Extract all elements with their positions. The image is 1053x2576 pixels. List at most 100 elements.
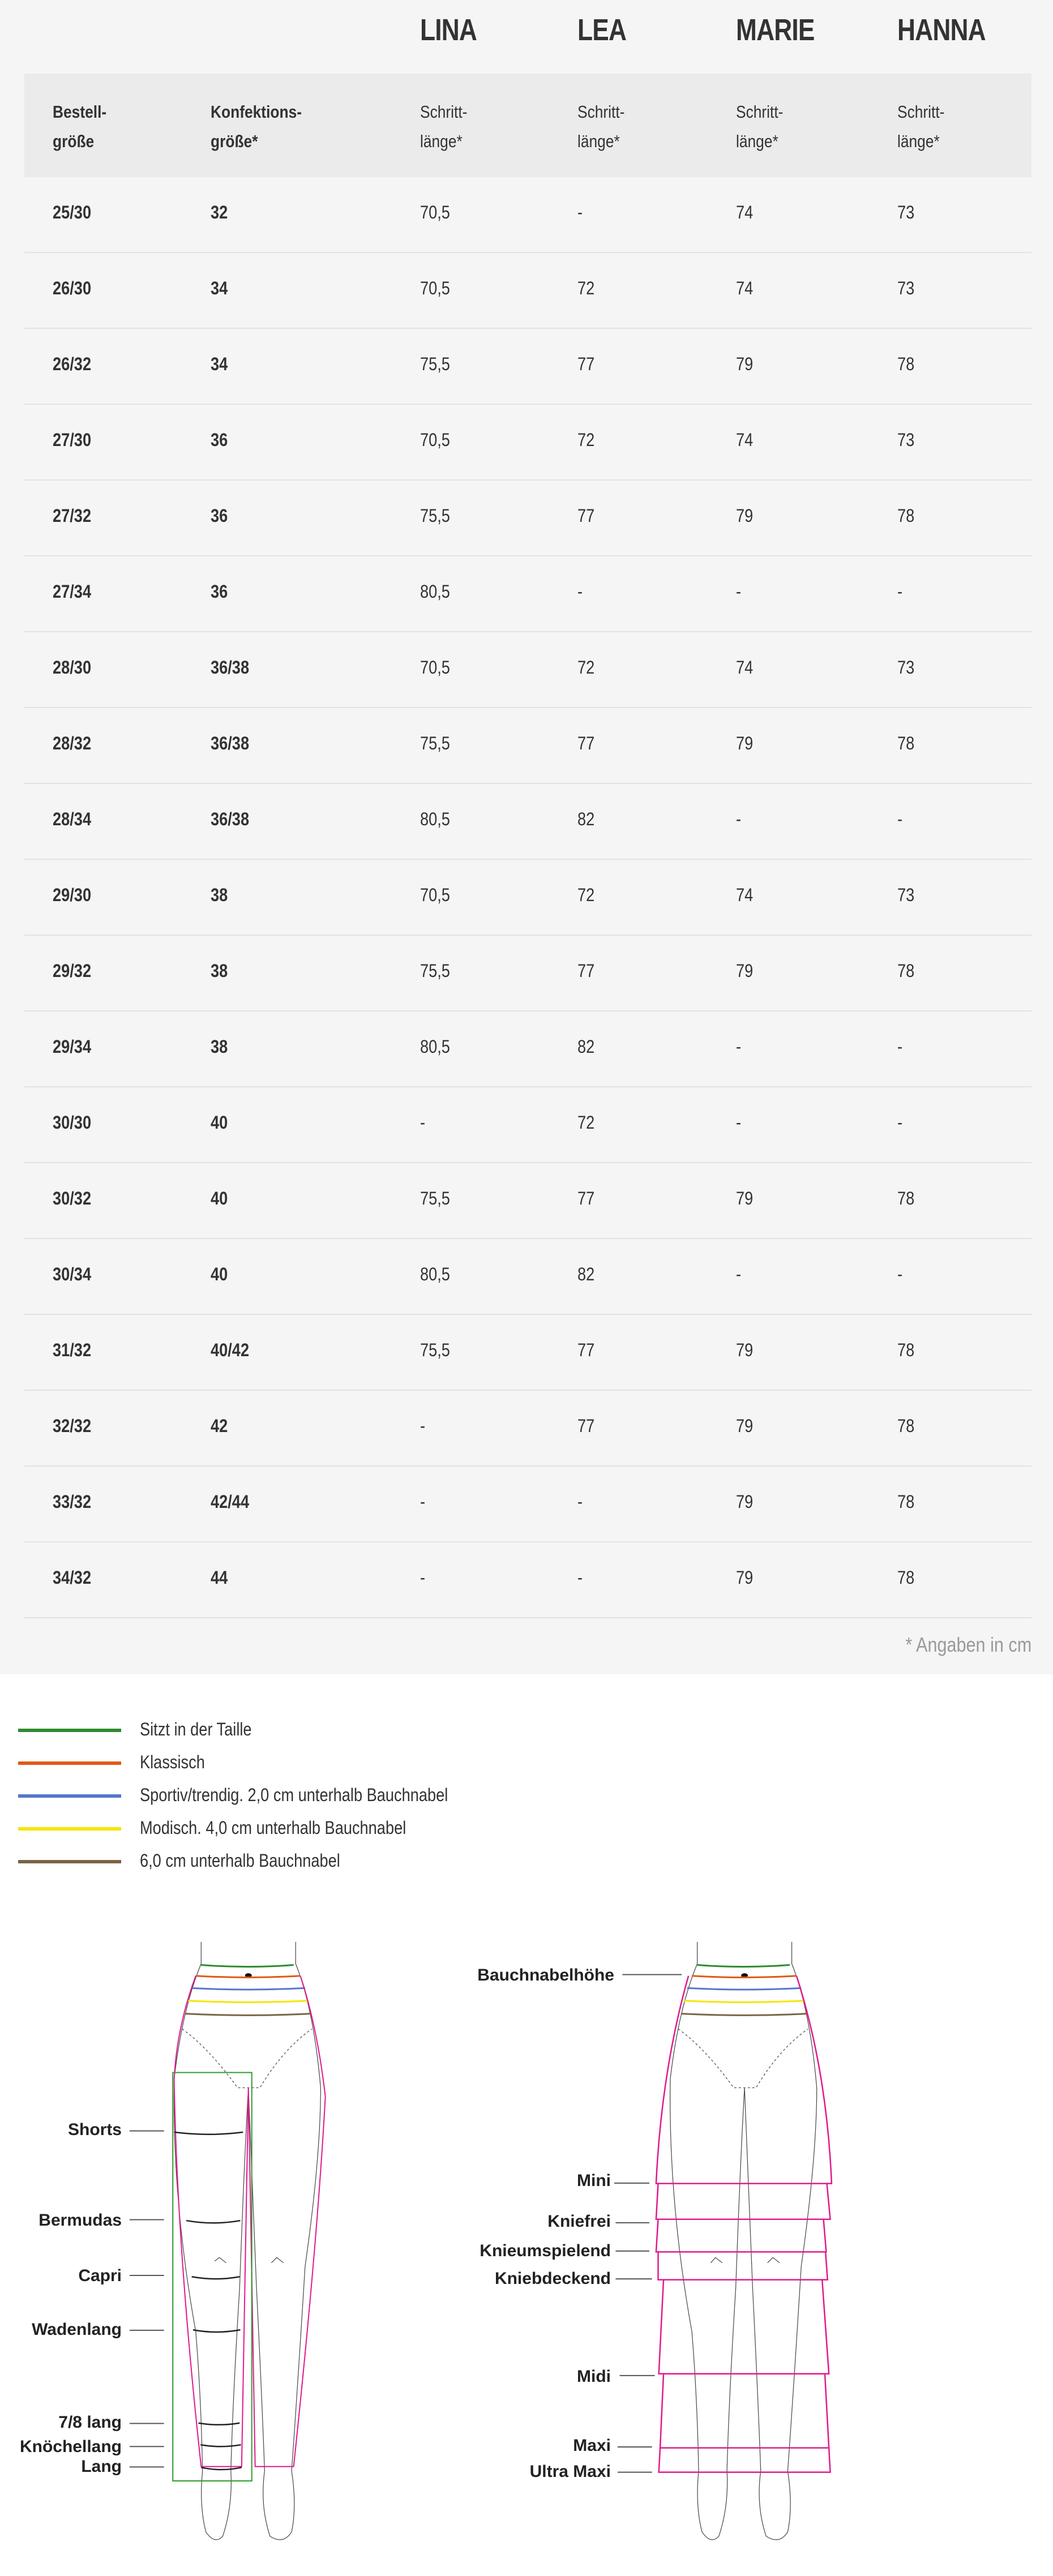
cell-hanna: 73: [897, 885, 915, 905]
cell-konfektionsgroesse: 42/44: [211, 1491, 250, 1512]
header-konfektionsgroesse: Konfektions-größe*: [211, 102, 302, 151]
cell-marie: 79: [736, 1567, 754, 1588]
cell-hanna: 78: [897, 733, 915, 753]
header-schrittlaenge-lea: Schritt-länge*: [577, 102, 625, 151]
footnote: * Angaben in cm: [905, 1633, 1031, 1656]
label-wadenlang: Wadenlang: [32, 2320, 122, 2339]
cell-marie: 79: [736, 733, 754, 753]
cell-konfektionsgroesse: 38: [211, 1036, 228, 1057]
cell-lea: 72: [577, 430, 595, 450]
cell-hanna: 78: [897, 1188, 915, 1208]
cell-marie: 74: [736, 657, 754, 678]
cell-lina: 80,5: [420, 581, 450, 602]
cell-marie: -: [736, 1036, 742, 1057]
label-lang: Lang: [81, 2457, 122, 2476]
cell-marie: 79: [736, 961, 754, 981]
size-table-section: LINA LEA MARIE HANNA Bestell-größe Konfe…: [0, 12, 1053, 1656]
cell-lea: 77: [577, 961, 595, 981]
cell-lea: 77: [577, 505, 595, 526]
table-row: 27/30 36 70,5 72 74 73: [24, 405, 1031, 481]
legend-item: Modisch. 4,0 cm unterhalb Bauchnabel: [18, 1818, 584, 1840]
cell-konfektionsgroesse: 38: [211, 961, 228, 981]
label-bermudas: Bermudas: [38, 2211, 122, 2230]
legend-swatch: [18, 1794, 121, 1798]
cell-marie: -: [736, 1264, 742, 1284]
cell-lina: 80,5: [420, 809, 450, 829]
label-kniefrei: Kniefrei: [547, 2212, 611, 2231]
table-row: 28/34 36/38 80,5 82 - -: [24, 784, 1031, 860]
cell-konfektionsgroesse: 42: [211, 1416, 228, 1436]
table-row: 29/32 38 75,5 77 79 78: [24, 936, 1031, 1011]
cell-hanna: 73: [897, 657, 915, 678]
table-header: Bestell-größe Konfektions-größe* Schritt…: [24, 74, 1031, 177]
cell-konfektionsgroesse: 36/38: [211, 809, 250, 829]
cell-hanna: 78: [897, 961, 915, 981]
cell-lina: 75,5: [420, 1340, 450, 1360]
cell-lea: -: [577, 202, 583, 222]
cell-bestellgroesse: 25/30: [53, 202, 92, 222]
header-schrittlaenge-lina: Schritt-länge*: [420, 102, 468, 151]
pants-figure: [130, 1942, 326, 2540]
model-header: LINA LEA MARIE HANNA: [0, 12, 1053, 58]
cell-lina: 70,5: [420, 430, 450, 450]
cell-marie: 79: [736, 1340, 754, 1360]
cell-konfektionsgroesse: 44: [211, 1567, 228, 1588]
cell-marie: 74: [736, 885, 754, 905]
cell-marie: -: [736, 581, 742, 602]
cell-konfektionsgroesse: 40/42: [211, 1340, 250, 1360]
header-bestellgroesse: Bestell-größe: [53, 102, 107, 151]
cell-marie: 79: [736, 1416, 754, 1436]
cell-lina: 75,5: [420, 733, 450, 753]
cell-hanna: 73: [897, 202, 915, 222]
legend-item: Sitzt in der Taille: [18, 1719, 584, 1742]
cell-lina: 70,5: [420, 278, 450, 298]
cell-hanna: -: [897, 1112, 903, 1133]
legend-swatch: [18, 1827, 121, 1831]
legend-label: 6,0 cm unterhalb Bauchnabel: [140, 1850, 340, 1871]
cell-hanna: 78: [897, 1491, 915, 1512]
cell-lina: -: [420, 1416, 426, 1436]
cell-bestellgroesse: 29/32: [53, 961, 92, 981]
cell-konfektionsgroesse: 36/38: [211, 657, 250, 678]
cell-bestellgroesse: 31/32: [53, 1340, 92, 1360]
model-lea: LEA: [577, 13, 627, 47]
legend-item: Sportiv/trendig. 2,0 cm unterhalb Bauchn…: [18, 1785, 584, 1807]
table-row: 30/32 40 75,5 77 79 78: [24, 1163, 1031, 1239]
cell-lea: 77: [577, 1188, 595, 1208]
cell-marie: 74: [736, 278, 754, 298]
table-row: 30/34 40 80,5 82 - -: [24, 1239, 1031, 1315]
legend-item: Klassisch: [18, 1752, 584, 1775]
label-maxi: Maxi: [573, 2436, 611, 2455]
legend-swatch: [18, 1761, 121, 1765]
cell-bestellgroesse: 30/32: [53, 1188, 92, 1208]
cell-lea: 77: [577, 354, 595, 374]
cell-konfektionsgroesse: 40: [211, 1264, 228, 1284]
cell-hanna: 78: [897, 1416, 915, 1436]
cell-bestellgroesse: 26/32: [53, 354, 92, 374]
cell-konfektionsgroesse: 36: [211, 430, 228, 450]
cell-konfektionsgroesse: 32: [211, 202, 228, 222]
table-row: 30/30 40 - 72 - -: [24, 1087, 1031, 1163]
cell-bestellgroesse: 34/32: [53, 1567, 92, 1588]
legend-label: Sitzt in der Taille: [140, 1719, 252, 1739]
cell-konfektionsgroesse: 36: [211, 581, 228, 602]
table-row: 26/32 34 75,5 77 79 78: [24, 329, 1031, 405]
cell-lea: -: [577, 581, 583, 602]
cell-hanna: -: [897, 1036, 903, 1057]
label-7-8-lang: 7/8 lang: [58, 2413, 122, 2432]
skirt-figure: [656, 1942, 832, 2540]
cell-lina: 80,5: [420, 1036, 450, 1057]
cell-marie: 74: [736, 202, 754, 222]
cell-bestellgroesse: 28/32: [53, 733, 92, 753]
cell-lea: -: [577, 1491, 583, 1512]
table-row: 28/32 36/38 75,5 77 79 78: [24, 708, 1031, 784]
label-knoechellang: Knöchellang: [20, 2437, 122, 2456]
cell-bestellgroesse: 29/30: [53, 885, 92, 905]
cell-hanna: 78: [897, 1567, 915, 1588]
header-schrittlaenge-marie: Schritt-länge*: [736, 102, 784, 151]
cell-bestellgroesse: 27/34: [53, 581, 92, 602]
label-bauchnabelhoehe: Bauchnabelhöhe: [477, 1966, 614, 1984]
cell-bestellgroesse: 27/30: [53, 430, 92, 450]
label-knieumspielend: Knieumspielend: [480, 2241, 611, 2260]
cell-marie: 79: [736, 505, 754, 526]
